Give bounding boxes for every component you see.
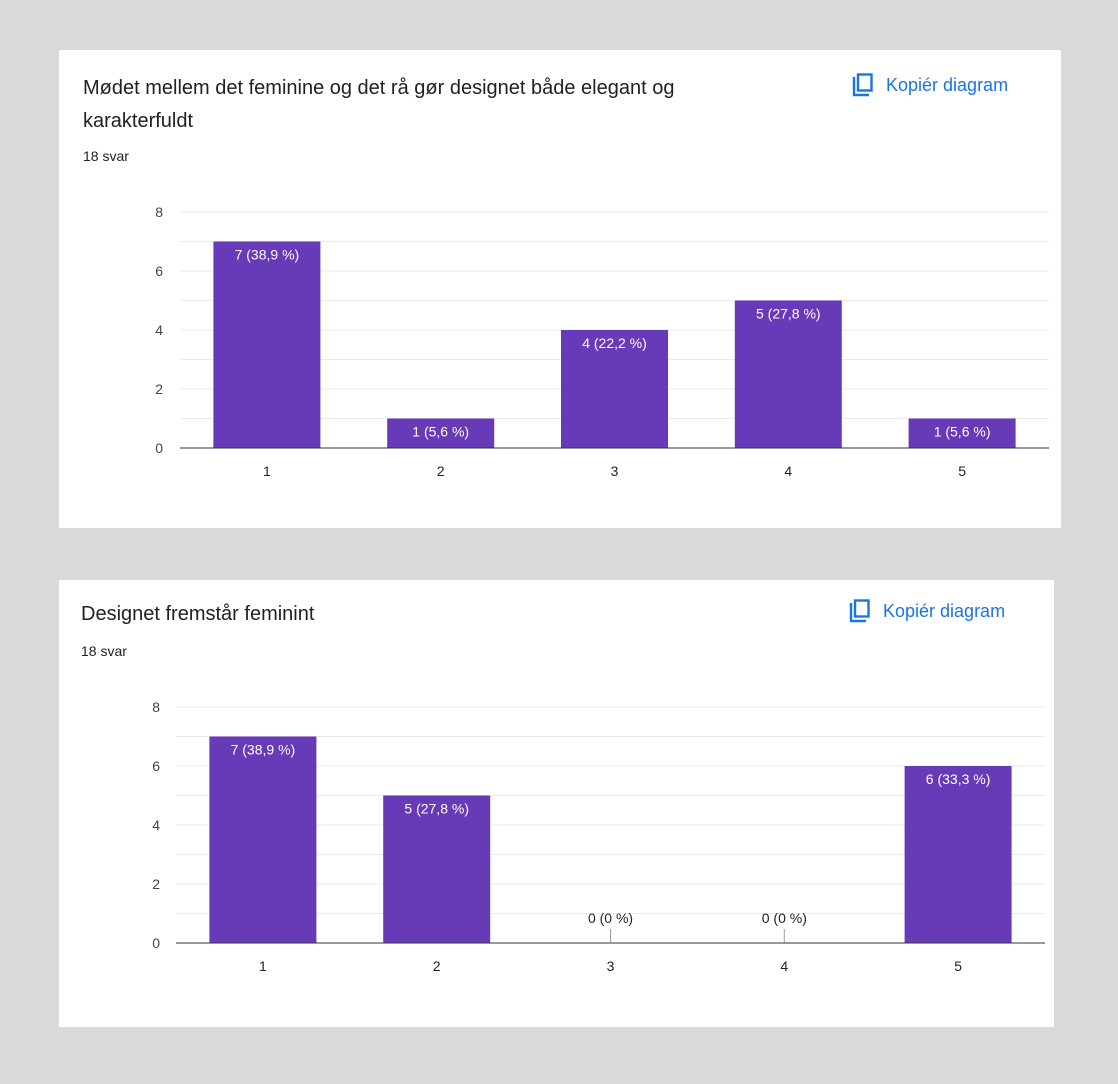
data-label: 0 (0 %) — [762, 910, 807, 926]
bar-chart: 0 2 4 6 8 7 (38,9 %) 1 5 (27,8 %) 2 0 (0 %) 3 0 (0 … — [152, 699, 1045, 974]
copy-chart-button[interactable]: Kopiér diagram — [849, 599, 1005, 623]
data-label: 5 (27,8 %) — [756, 306, 821, 322]
data-label: 7 (38,9 %) — [235, 247, 300, 263]
y-tick-label: 0 — [155, 440, 163, 456]
data-label: 0 (0 %) — [588, 910, 633, 926]
x-tick-label: 4 — [784, 463, 792, 479]
chart-card: Designet fremstår feminint 18 svar Kopié… — [59, 580, 1054, 1027]
x-tick-label: 4 — [780, 958, 788, 974]
x-tick-label: 1 — [263, 463, 271, 479]
bar — [383, 795, 491, 943]
copy-chart-label: Kopiér diagram — [886, 74, 1009, 95]
y-tick-label: 6 — [152, 758, 160, 774]
x-tick-label: 1 — [259, 958, 267, 974]
x-tick-label: 3 — [607, 958, 615, 974]
y-tick-label: 2 — [152, 876, 160, 892]
y-tick-label: 2 — [155, 381, 163, 397]
response-count: 18 svar — [81, 643, 127, 659]
bar — [387, 418, 495, 448]
x-tick-label: 5 — [954, 958, 962, 974]
x-tick-label: 5 — [958, 463, 966, 479]
data-label: 1 (5,6 %) — [934, 424, 991, 440]
copy-chart-icon — [852, 73, 874, 97]
bar — [908, 418, 1016, 448]
chart-card: Mødet mellem det feminine og det rå gør … — [59, 50, 1061, 528]
bar — [213, 241, 321, 448]
y-tick-label: 8 — [152, 699, 160, 715]
y-tick-label: 4 — [152, 817, 160, 833]
data-label: 1 (5,6 %) — [412, 424, 469, 440]
data-label: 7 (38,9 %) — [231, 742, 296, 758]
x-tick-label: 2 — [433, 958, 441, 974]
y-tick-label: 6 — [155, 263, 163, 279]
copy-chart-button[interactable]: Kopiér diagram — [852, 73, 1008, 97]
bar — [734, 300, 842, 448]
y-tick-label: 4 — [155, 322, 163, 338]
data-label: 6 (33,3 %) — [926, 771, 991, 787]
y-tick-label: 8 — [155, 204, 163, 220]
y-tick-label: 0 — [152, 935, 160, 951]
question-title: Mødet mellem det feminine og det rå gør … — [83, 77, 675, 132]
data-label: 5 (27,8 %) — [404, 801, 469, 817]
copy-chart-label: Kopiér diagram — [883, 600, 1006, 621]
data-label: 4 (22,2 %) — [582, 335, 647, 351]
bar — [904, 766, 1012, 943]
bar — [561, 330, 668, 448]
x-tick-label: 2 — [437, 463, 445, 479]
copy-chart-icon — [849, 599, 871, 623]
x-tick-label: 3 — [611, 463, 619, 479]
bar — [209, 736, 317, 943]
bar-chart: 0 2 4 6 8 7 (38,9 %) 1 1 (5,6 %) 2 4 (22,2 %) 3 5 (… — [155, 204, 1049, 479]
question-title: Designet fremstår feminint — [81, 603, 315, 625]
response-count: 18 svar — [83, 148, 129, 164]
